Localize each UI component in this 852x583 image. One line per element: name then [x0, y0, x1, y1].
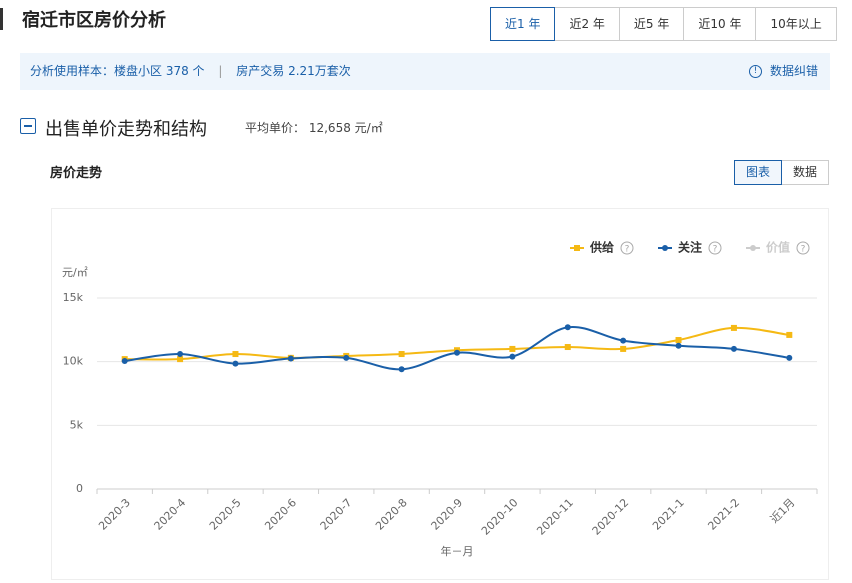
point — [398, 351, 405, 358]
point — [343, 354, 350, 361]
chart-box — [51, 208, 829, 580]
title-bar — [0, 8, 3, 30]
point — [675, 337, 682, 344]
x-tick-label: 2020-6 — [262, 496, 299, 533]
range-button[interactable]: 10年以上 — [755, 7, 837, 41]
point — [398, 366, 405, 373]
view-button[interactable]: 图表 — [734, 160, 783, 185]
point — [786, 354, 793, 361]
help-icon-mark: ? — [801, 245, 806, 255]
info-icon: ! — [748, 65, 762, 78]
point — [786, 331, 793, 338]
x-tick-label: 2021-2 — [705, 496, 742, 533]
point — [620, 337, 627, 344]
x-tick-label: 2020-8 — [373, 496, 410, 533]
x-tick-label: 2020-3 — [96, 496, 133, 533]
x-axis-label: 年－月 — [441, 544, 474, 558]
legend-label[interactable]: 关注 — [678, 240, 702, 255]
page-title: 宿迁市区房价分析 — [22, 10, 166, 31]
x-tick-label: 2020-11 — [534, 496, 576, 538]
x-tick-label: 近1月 — [768, 496, 798, 526]
point — [287, 355, 294, 362]
summary-communities: 楼盘小区 378 个 — [114, 64, 205, 78]
y-tick-label: 15k — [63, 291, 84, 304]
summary-label: 分析使用样本： — [30, 64, 115, 78]
help-icon-mark: ? — [625, 245, 630, 255]
point — [564, 344, 571, 351]
legend-marker — [750, 245, 756, 251]
help-icon — [796, 241, 810, 255]
help-icon-mark: ? — [713, 245, 718, 255]
feedback-text[interactable]: 数据纠错 — [769, 64, 818, 78]
y-tick-label: 5k — [70, 418, 84, 431]
range-button[interactable]: 近1 年 — [490, 7, 556, 41]
point — [454, 349, 460, 356]
collapse-icon[interactable] — [20, 118, 36, 134]
point — [177, 351, 184, 358]
range-tabs: 近1 年近2 年近5 年近10 年 10年以上 — [490, 7, 837, 41]
legend-marker — [662, 245, 668, 251]
summary-bar: 分析使用样本：楼盘小区 378 个 | 房产交易 2.21万套次 ! 数据纠错 — [20, 53, 830, 90]
point — [177, 356, 184, 363]
y-tick-label: 0 — [76, 482, 83, 495]
x-tick-label: 2020-10 — [479, 496, 521, 538]
feedback-link[interactable]: ! 数据纠错 — [748, 53, 818, 90]
view-button[interactable]: 数据 — [781, 160, 830, 185]
point — [121, 358, 128, 365]
legend-label[interactable]: 价值 — [766, 240, 790, 255]
point — [232, 360, 239, 367]
x-tick-label: 2020-4 — [152, 496, 189, 533]
y-tick-label: 10k — [63, 355, 84, 368]
point — [730, 324, 737, 331]
legend-label[interactable]: 供给 — [589, 240, 614, 255]
range-button[interactable]: 近10 年 — [683, 7, 757, 41]
x-tick-label: 2020-12 — [590, 496, 632, 538]
x-tick-label: 2020-9 — [428, 496, 465, 533]
help-icon — [620, 241, 634, 255]
summary-transactions: 房产交易 2.21万套次 — [236, 64, 351, 78]
panel-title: 房价走势 — [50, 166, 103, 181]
range-button[interactable]: 近2 年 — [554, 7, 620, 41]
legend-marker — [574, 245, 580, 251]
average-price: 平均单价： 12,658 元/㎡ — [245, 119, 383, 136]
average-label: 平均单价： — [245, 121, 306, 135]
point — [564, 324, 571, 331]
point — [509, 345, 516, 352]
point — [509, 353, 516, 360]
section-title: 出售单价走势和结构 — [45, 119, 207, 140]
help-icon — [708, 241, 722, 255]
point — [232, 351, 239, 358]
point — [620, 345, 627, 352]
point — [675, 342, 682, 349]
point — [730, 345, 737, 352]
view-tabs: 图表 数据 — [734, 160, 830, 185]
average-value: 12,658 元/㎡ — [308, 121, 383, 135]
x-tick-label: 2020-5 — [207, 496, 244, 533]
x-tick-label: 2020-7 — [318, 496, 355, 533]
y-axis-label: 元/㎡ — [62, 266, 88, 279]
summary-separator: | — [218, 64, 223, 78]
x-tick-label: 2021-1 — [650, 496, 687, 533]
